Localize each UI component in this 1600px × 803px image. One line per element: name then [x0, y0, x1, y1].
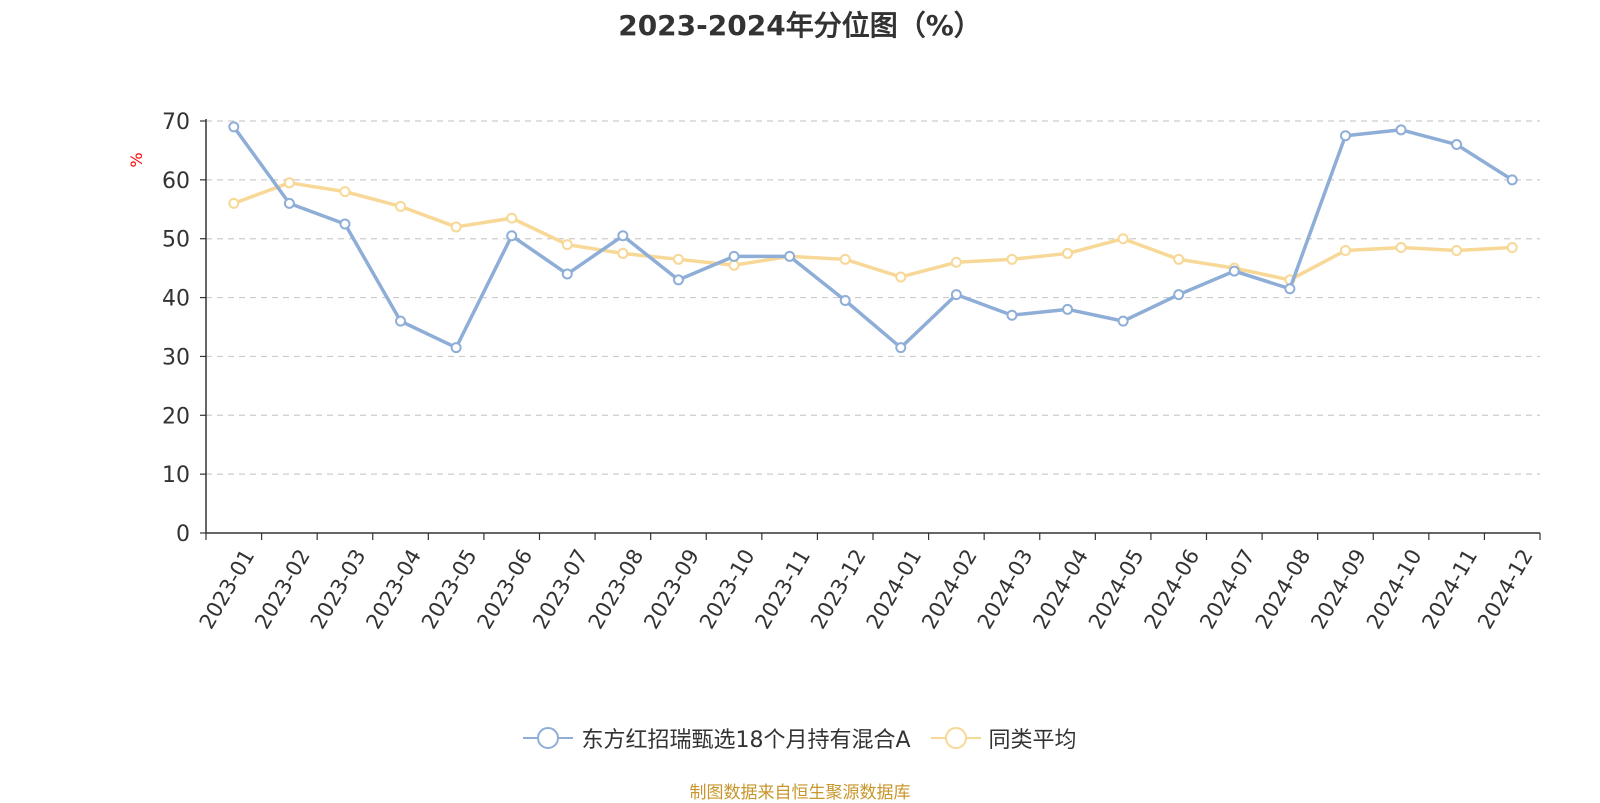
x-tick-label: 2024-06 — [1140, 545, 1205, 633]
legend-item-series-2[interactable]: 同类平均 — [930, 722, 1077, 754]
x-tick-label: 2023-12 — [806, 545, 871, 633]
y-tick-label: 50 — [162, 228, 190, 253]
data-point[interactable] — [672, 274, 684, 286]
data-point[interactable] — [950, 256, 962, 268]
data-point[interactable] — [839, 253, 851, 265]
grid-lines — [206, 120, 1540, 475]
data-point[interactable] — [339, 186, 351, 198]
data-point[interactable] — [395, 200, 407, 212]
data-point[interactable] — [283, 197, 295, 209]
y-tick-labels: 0 10 20 30 40 50 60 70 — [162, 110, 190, 547]
x-tick-label: 2024-10 — [1362, 545, 1427, 633]
x-tick-label: 2024-05 — [1084, 545, 1149, 633]
data-point[interactable] — [1062, 303, 1074, 315]
data-source-note: 制图数据来自恒生聚源数据库 — [689, 783, 911, 803]
data-point[interactable] — [1117, 315, 1129, 327]
data-point[interactable] — [1062, 247, 1074, 259]
x-tick-label: 2023-06 — [473, 545, 538, 633]
data-point[interactable] — [1506, 174, 1518, 186]
data-point[interactable] — [283, 177, 295, 189]
x-tick-label: 2024-08 — [1251, 545, 1316, 633]
data-point[interactable] — [228, 197, 240, 209]
data-point[interactable] — [506, 212, 518, 224]
data-point[interactable] — [1173, 253, 1185, 265]
data-point[interactable] — [950, 289, 962, 301]
x-tick-label: 2024-04 — [1028, 545, 1093, 633]
y-tick-label: 0 — [176, 522, 190, 547]
data-point[interactable] — [1451, 244, 1463, 256]
series-group — [228, 121, 1518, 354]
data-point[interactable] — [339, 218, 351, 230]
data-point[interactable] — [895, 342, 907, 354]
data-point[interactable] — [561, 268, 573, 280]
x-tick-label: 2023-03 — [306, 545, 371, 633]
x-tick-label: 2024-09 — [1306, 545, 1371, 633]
legend-label-series-1: 东方红招瑞甄选18个月持有混合A — [581, 728, 911, 753]
data-point[interactable] — [1395, 124, 1407, 136]
x-tick-labels: 2023-012023-022023-032023-042023-052023-… — [195, 545, 1538, 633]
data-point[interactable] — [450, 221, 462, 233]
chart-title: 2023-2024年分位图（%） — [618, 9, 982, 42]
x-tick-label: 2023-09 — [639, 545, 704, 633]
x-tick-label: 2023-02 — [250, 545, 315, 633]
data-point[interactable] — [784, 250, 796, 262]
y-tick-label: 60 — [162, 169, 190, 194]
legend-marker-series-1 — [523, 727, 574, 749]
x-tick-label: 2024-07 — [1195, 545, 1260, 633]
data-point[interactable] — [1173, 289, 1185, 301]
data-point[interactable] — [617, 230, 629, 242]
axes — [200, 119, 1541, 540]
legend-marker-series-2 — [930, 727, 981, 749]
x-tick-label: 2023-05 — [417, 545, 482, 633]
x-tick-label: 2024-12 — [1473, 545, 1538, 633]
series-1 — [228, 121, 1518, 354]
x-tick-label: 2024-01 — [862, 545, 927, 633]
data-point[interactable] — [1117, 233, 1129, 245]
data-point[interactable] — [1395, 242, 1407, 254]
data-point[interactable] — [728, 250, 740, 262]
data-point[interactable] — [561, 239, 573, 251]
data-point[interactable] — [1506, 242, 1518, 254]
data-point[interactable] — [672, 253, 684, 265]
data-point[interactable] — [1284, 283, 1296, 295]
data-point[interactable] — [395, 315, 407, 327]
series-line-2 — [233, 181, 1513, 282]
x-tick-label: 2023-10 — [695, 545, 760, 633]
x-tick-label: 2023-01 — [195, 545, 260, 633]
y-tick-label: 40 — [162, 287, 190, 312]
data-point[interactable] — [617, 247, 629, 259]
x-tick-label: 2023-08 — [584, 545, 649, 633]
legend: 东方红招瑞甄选18个月持有混合A 同类平均 — [0, 722, 1600, 754]
data-point[interactable] — [1339, 130, 1351, 142]
data-point[interactable] — [1006, 309, 1018, 321]
data-point[interactable] — [506, 230, 518, 242]
data-point[interactable] — [450, 342, 462, 354]
x-tick-label: 2024-11 — [1417, 545, 1482, 633]
x-tick-label: 2023-07 — [528, 545, 593, 633]
data-point[interactable] — [1006, 253, 1018, 265]
data-point[interactable] — [895, 271, 907, 283]
legend-label-series-2: 同类平均 — [988, 728, 1077, 753]
y-tick-label: 20 — [162, 404, 190, 429]
y-tick-label: 70 — [162, 110, 190, 135]
y-axis-label: % — [127, 152, 146, 167]
data-point[interactable] — [839, 295, 851, 307]
y-tick-label: 10 — [162, 463, 190, 488]
data-point[interactable] — [228, 121, 240, 133]
data-point[interactable] — [728, 259, 740, 271]
data-point[interactable] — [1228, 265, 1240, 277]
x-tick-label: 2023-04 — [361, 545, 426, 633]
x-tick-label: 2024-02 — [917, 545, 982, 633]
series-line-1 — [232, 125, 1514, 350]
x-tick-label: 2023-11 — [750, 545, 815, 633]
x-tick-label: 2024-03 — [973, 545, 1038, 633]
legend-item-series-1[interactable]: 东方红招瑞甄选18个月持有混合A — [523, 722, 911, 754]
data-point[interactable] — [1451, 139, 1463, 151]
y-tick-label: 30 — [162, 345, 190, 370]
data-point[interactable] — [1339, 244, 1351, 256]
